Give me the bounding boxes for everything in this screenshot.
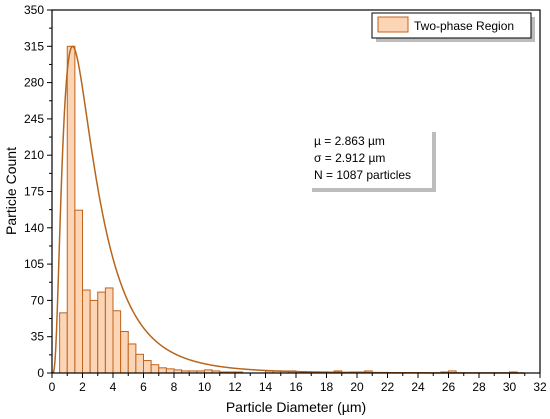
legend-label: Two-phase Region [414,19,514,33]
y-tick-label: 70 [31,293,45,307]
statistics-box: µ = 2.863 µm σ = 2.912 µm N = 1087 parti… [308,128,436,192]
x-tick-label: 20 [350,380,364,394]
stat-mean: µ = 2.863 µm [314,134,385,148]
histogram-bar [82,289,91,374]
y-tick-label: 140 [24,221,44,235]
x-tick-label: 16 [289,380,303,394]
x-tick-label: 8 [171,380,178,394]
y-tick-label: 315 [24,39,44,53]
x-tick-label: 28 [472,380,486,394]
y-tick-label: 245 [24,112,44,126]
histogram-bar [112,310,122,374]
x-tick-label: 6 [140,380,147,394]
histogram-bar [97,291,106,374]
histogram-bar [150,364,160,374]
legend: Two-phase Region [371,12,535,42]
legend-swatch [377,16,409,33]
y-axis-ticks: 0 35 70 105 140 175 210 245 280 315 350 [24,3,52,380]
histogram-bars [59,45,518,374]
histogram-bar [120,331,129,374]
histogram-bar [104,287,114,374]
histogram-bar [59,312,68,374]
histogram-bar [135,353,144,374]
histogram-bar [143,360,152,374]
x-tick-label: 14 [259,380,273,394]
x-axis-title: Particle Diameter (µm) [226,399,366,415]
x-tick-label: 32 [533,380,547,394]
x-tick-label: 0 [49,380,56,394]
x-tick-label: 30 [503,380,517,394]
x-tick-label: 18 [320,380,334,394]
x-tick-label: 4 [110,380,117,394]
x-axis-ticks: 0 2 4 6 8 10 12 14 16 18 20 22 24 26 28 30 32 [49,373,547,394]
y-tick-label: 105 [24,257,44,271]
x-tick-label: 2 [79,380,86,394]
histogram-bar [165,368,175,374]
stat-std: σ = 2.912 µm [314,151,385,165]
y-tick-label: 175 [24,185,44,199]
x-tick-label: 12 [228,380,242,394]
x-tick-label: 26 [442,380,456,394]
histogram-bar [158,367,167,374]
plot-background [52,10,540,373]
stat-count: N = 1087 particles [314,168,411,182]
y-tick-label: 35 [31,330,45,344]
y-tick-label: 280 [24,76,44,90]
histogram-bar [66,45,76,374]
x-tick-label: 10 [198,380,212,394]
stats-box [308,128,432,188]
y-tick-label: 210 [24,148,44,162]
histogram-bar [89,299,99,374]
histogram-bar [127,343,137,374]
y-tick-label: 0 [37,366,44,380]
x-tick-label: 24 [411,380,425,394]
x-tick-label: 22 [381,380,395,394]
y-axis-title: Particle Count [3,147,19,235]
y-tick-label: 350 [24,3,44,17]
histogram-bar [74,209,83,374]
